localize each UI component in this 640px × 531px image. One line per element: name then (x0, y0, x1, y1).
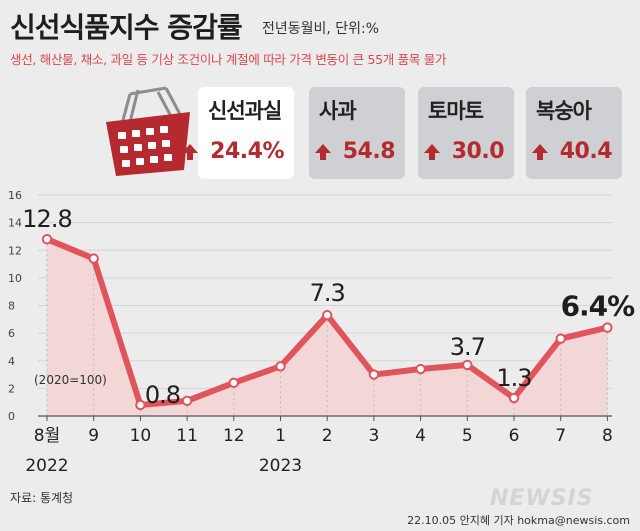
data-point (368, 369, 380, 380)
card-value: 40.4 (531, 139, 613, 164)
x-tick-label: 4 (415, 426, 426, 446)
x-tick-label: 9 (88, 426, 99, 446)
x-tick-label: 10 (130, 426, 152, 446)
y-tick-label: 10 (8, 272, 22, 285)
shopping-basket-icon (106, 86, 190, 176)
card-name: 복숭아 (536, 99, 592, 123)
x-tick-label: 12 (223, 426, 245, 446)
y-tick-label: 12 (8, 244, 22, 257)
year-label: 2023 (259, 456, 302, 476)
x-tick-label: 3 (368, 426, 379, 446)
up-arrow-icon (182, 144, 199, 160)
y-tick-label: 2 (8, 382, 15, 395)
up-arrow-icon (531, 144, 548, 160)
subtitle: 생선, 해산물, 채소, 과일 등 기상 조건이나 계절에 따라 가격 변동이 … (10, 52, 447, 67)
y-tick-label: 0 (8, 410, 15, 423)
x-tick-label: 11 (176, 426, 198, 446)
data-label: 6.4% (561, 290, 636, 323)
data-label: 1.3 (496, 364, 531, 392)
data-point (275, 361, 286, 372)
card-fresh-fruit: 신선과실 24.4% (182, 87, 294, 179)
card-tomato: 토마토 30.0 (418, 87, 514, 179)
data-point (88, 253, 99, 264)
newsis-watermark: NEWSIS (490, 486, 594, 511)
data-point (415, 363, 426, 375)
y-tick-label: 16 (8, 189, 22, 202)
data-label: 12.8 (22, 205, 71, 233)
card-name: 신선과실 (208, 99, 282, 123)
data-point (135, 399, 146, 411)
y-tick-label: 4 (8, 355, 15, 368)
base-year-note: (2020=100) (34, 373, 107, 387)
data-point (41, 234, 53, 245)
source-label: 자료: 통계청 (10, 491, 74, 505)
data-point (602, 322, 613, 333)
up-arrow-icon (314, 144, 331, 160)
y-tick-label: 14 (8, 217, 22, 230)
card-apple: 사과 54.8 (309, 87, 405, 179)
card-peach: 복숭아 40.4 (526, 87, 622, 179)
page-title: 신선식품지수 증감률 (10, 11, 243, 44)
up-arrow-icon (423, 144, 440, 160)
year-label: 2022 (25, 456, 68, 476)
data-label: 7.3 (310, 279, 345, 307)
y-tick-label: 8 (8, 300, 15, 313)
card-name: 토마토 (428, 99, 484, 123)
data-point (508, 392, 520, 404)
unit-label: 전년동월비, 단위:% (262, 21, 380, 37)
card-value: 24.4% (182, 139, 284, 164)
card-name: 사과 (319, 99, 357, 123)
data-point (462, 359, 473, 371)
x-tick-label: 7 (555, 426, 566, 446)
x-tick-label: 5 (462, 426, 473, 446)
data-label: 3.7 (450, 333, 485, 361)
data-point (228, 377, 240, 389)
credit-label: 22.10.05 안지혜 기자 hokma@newsis.com (407, 514, 630, 527)
y-tick-label: 6 (8, 327, 15, 340)
card-value: 30.0 (423, 139, 505, 164)
data-point (181, 395, 193, 407)
data-point (555, 333, 566, 344)
x-tick-label: 8월 (34, 426, 60, 446)
x-tick-label: 2 (322, 426, 333, 446)
x-tick-label: 6 (509, 426, 520, 446)
x-tick-label: 1 (275, 426, 286, 446)
data-point (322, 309, 333, 321)
x-tick-label: 8 (602, 426, 613, 446)
card-value: 54.8 (314, 139, 396, 164)
data-label: 0.8 (145, 381, 180, 409)
